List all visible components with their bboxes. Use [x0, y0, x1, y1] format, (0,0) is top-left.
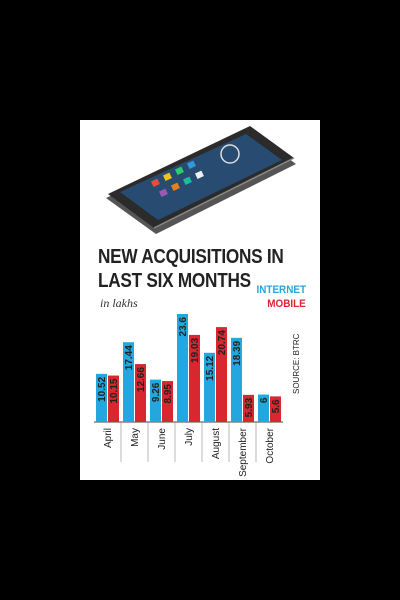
data-label-mobile-july: 19.03: [190, 337, 201, 362]
data-label-internet-october: 6: [259, 397, 270, 403]
x-tick-label-june: June: [157, 428, 168, 450]
smartphone-photo: [106, 126, 296, 234]
bar-internet-october: [258, 394, 269, 422]
data-label-mobile-april: 10.15: [109, 378, 120, 403]
bar-mobile-may: [135, 364, 146, 422]
bar-internet-july: [177, 314, 188, 422]
data-label-mobile-september: 5.93: [244, 397, 255, 417]
x-tick-label-may: May: [130, 428, 141, 447]
bar-mobile-august: [216, 327, 227, 422]
data-label-mobile-june: 8.95: [163, 384, 174, 404]
data-label-internet-august: 15.12: [205, 355, 216, 380]
bar-internet-june: [150, 379, 161, 422]
chart-subtitle: in lakhs: [100, 296, 138, 310]
x-tick-label-july: July: [184, 428, 195, 446]
data-label-internet-april: 10.52: [97, 376, 108, 401]
bar-internet-april: [96, 373, 107, 422]
bar-internet-august: [204, 352, 215, 422]
data-label-mobile-october: 5.6: [271, 399, 282, 413]
bar-internet-may: [123, 342, 134, 422]
bar-mobile-june: [162, 381, 173, 422]
chart-title-line-2: LAST SIX MONTHS: [98, 270, 251, 292]
x-tick-label-august: August: [211, 428, 222, 459]
bar-mobile-april: [108, 375, 119, 422]
data-label-mobile-august: 20.74: [217, 330, 228, 355]
legend-mobile: MOBILE: [267, 298, 306, 310]
legend-internet: INTERNET: [256, 284, 307, 296]
x-tick-label-september: September: [238, 427, 249, 477]
x-tick-label-october: October: [265, 427, 276, 463]
data-label-internet-september: 18.39: [232, 340, 243, 365]
data-label-internet-july: 23.6: [178, 317, 189, 337]
chart-title-line-1: NEW ACQUISITIONS IN: [98, 246, 284, 268]
infographic-card: NEW ACQUISITIONS IN LAST SIX MONTHS in l…: [80, 120, 320, 480]
data-label-internet-may: 17.44: [124, 345, 135, 370]
data-label-internet-june: 9.26: [151, 382, 162, 402]
bar-mobile-october: [270, 396, 281, 422]
bar-internet-september: [231, 337, 242, 422]
bar-mobile-july: [189, 334, 200, 422]
x-tick-label-april: April: [103, 428, 114, 448]
data-label-mobile-may: 12.66: [136, 367, 147, 392]
bar-mobile-september: [243, 394, 254, 422]
